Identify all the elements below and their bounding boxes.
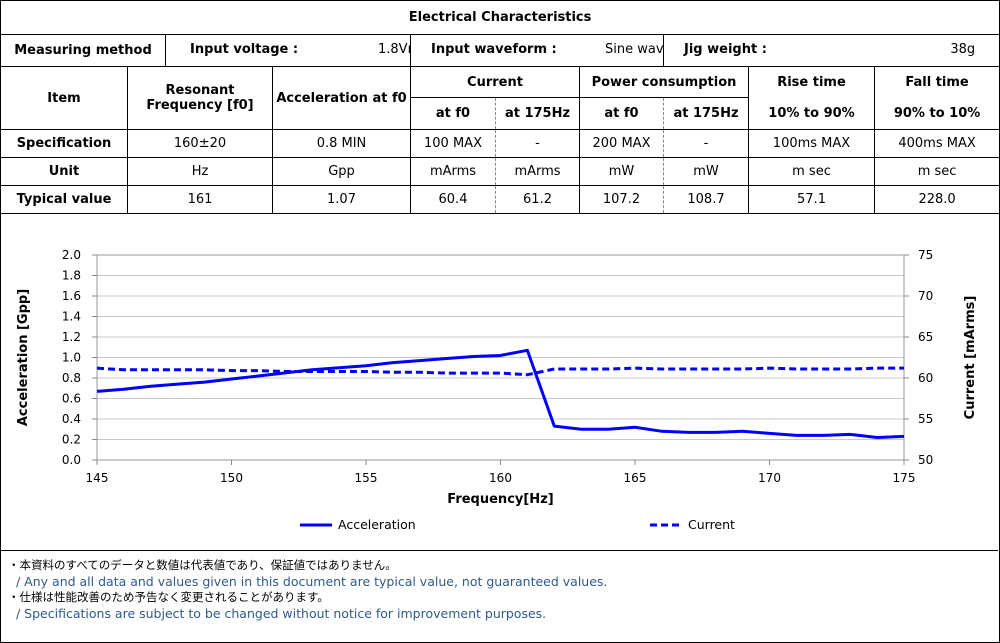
y-tick-label: 0.6 (62, 392, 81, 406)
y-tick-label: 0.0 (62, 453, 81, 467)
y2-axis-title: Current [mArms] (963, 296, 978, 420)
header-rise-range: 10% to 90% (748, 97, 875, 130)
x-tick-label: 175 (893, 471, 916, 485)
legend-label-acceleration: Acceleration (338, 517, 416, 532)
header-power-at-175hz: at 175Hz (663, 97, 749, 130)
y2-tick-label: 50 (918, 453, 933, 467)
series-line-acceleration (96, 348, 905, 439)
x-tick-label: 170 (758, 471, 781, 485)
input-waveform-cell: Input waveform : Sine wave (410, 34, 664, 67)
table-title: Electrical Characteristics (0, 0, 1000, 35)
cell-current-f0: 100 MAX (410, 129, 496, 158)
x-tick-label: 145 (86, 471, 109, 485)
cell-power-175: 108.7 (663, 185, 749, 214)
input-voltage-label: Input voltage : (190, 42, 299, 57)
y2-tick-label: 75 (918, 248, 933, 262)
y2-tick-label: 70 (918, 289, 933, 303)
header-acceleration: Acceleration at f0 (272, 66, 411, 130)
y-axis-title: Acceleration [Gpp] (16, 289, 31, 426)
cell-fall-time: 400ms MAX (873, 129, 1000, 158)
header-current-at-f0: at f0 (410, 97, 496, 130)
electrical-characteristics-table: Electrical Characteristics Measuring met… (0, 0, 1000, 214)
x-tick-label: 155 (355, 471, 378, 485)
cell-fall-time: m sec (873, 157, 1000, 186)
plot-area (96, 254, 905, 461)
header-power-at-f0: at f0 (579, 97, 664, 130)
note-jp-1: ・本資料のすべてのデータと数値は代表値であり、保証値ではありません。 (8, 558, 397, 572)
cell-rise-time: m sec (748, 157, 875, 186)
jig-weight-label: Jig weight : (684, 42, 767, 57)
y2-tick-label: 60 (918, 371, 933, 385)
table-row-specification: Specification 160±20 0.8 MIN 100 MAX - 2… (0, 129, 1000, 158)
jig-weight-cell: Jig weight : 38g (662, 34, 1000, 67)
cell-power-f0: 200 MAX (579, 129, 664, 158)
header-current-at-175hz: at 175Hz (495, 97, 580, 130)
y2-tick-label: 55 (918, 412, 933, 426)
header-fall-range: 90% to 10% (873, 97, 1000, 130)
x-tick-label: 165 (624, 471, 647, 485)
table-row-typical-value: Typical value 161 1.07 60.4 61.2 107.2 1… (0, 185, 1000, 214)
cell-resonant-frequency: 160±20 (127, 129, 273, 158)
note-en-1: / Any and all data and values given in t… (16, 574, 608, 589)
cell-current-175: 61.2 (495, 185, 580, 214)
x-axis-title: Frequency[Hz] (447, 492, 553, 507)
y-tick-label: 2.0 (62, 248, 81, 262)
input-waveform-value: Sine wave (605, 42, 664, 57)
header-rise-time: Rise time (748, 66, 875, 98)
cell-fall-time: 228.0 (873, 185, 1000, 214)
y-tick-label: 1.6 (62, 289, 81, 303)
y2-tick-label: 65 (918, 330, 933, 344)
header-fall-time: Fall time (873, 66, 1000, 98)
x-tick-label: 150 (220, 471, 243, 485)
cell-rise-time: 100ms MAX (748, 129, 875, 158)
notes-section: ・本資料のすべてのデータと数値は代表値であり、保証値ではありません。 / Any… (0, 550, 998, 642)
header-item: Item (0, 66, 128, 130)
legend-label-current: Current (688, 517, 735, 532)
frequency-response-chart: 0.0 0.2 0.4 0.6 0.8 1.0 1.2 1.4 1.6 1.8 2.0 50 55 60 6… (16, 248, 978, 532)
measuring-method-label: Measuring method (0, 34, 166, 67)
cell-acceleration: 0.8 MIN (272, 129, 411, 158)
y-tick-label: 0.2 (62, 433, 81, 447)
cell-rise-time: 57.1 (748, 185, 875, 214)
note-jp-2: ・仕様は性能改善のため予告なく変更されることがあります。 (8, 590, 329, 604)
y-tick-label: 1.4 (62, 310, 81, 324)
row-label: Typical value (0, 185, 128, 214)
y-tick-label: 1.2 (62, 330, 81, 344)
cell-current-f0: 60.4 (410, 185, 496, 214)
header-power-consumption: Power consumption (579, 66, 749, 98)
header-current: Current (410, 66, 580, 98)
input-waveform-label: Input waveform : (431, 42, 557, 57)
cell-resonant-frequency: 161 (127, 185, 273, 214)
cell-current-175: - (495, 129, 580, 158)
row-label: Specification (0, 129, 128, 158)
row-label: Unit (0, 157, 128, 186)
header-resonant-frequency: Resonant Frequency [f0] (127, 66, 273, 130)
cell-power-175: - (663, 129, 749, 158)
input-voltage-value: 1.8Vrms (378, 42, 410, 57)
series-line-current (96, 366, 904, 377)
cell-acceleration: 1.07 (272, 185, 411, 214)
cell-power-f0: 107.2 (579, 185, 664, 214)
table-row-unit: Unit Hz Gpp mArms mArms mW mW m sec m se… (0, 157, 1000, 186)
cell-power-175: mW (663, 157, 749, 186)
y-tick-label: 1.0 (62, 351, 81, 365)
y-tick-label: 0.8 (62, 371, 81, 385)
input-voltage-cell: Input voltage : 1.8Vrms (165, 34, 411, 67)
cell-power-f0: mW (579, 157, 664, 186)
note-en-2: / Specifications are subject to be chang… (16, 606, 547, 621)
y-tick-label: 0.4 (62, 412, 81, 426)
cell-acceleration: Gpp (272, 157, 411, 186)
cell-resonant-frequency: Hz (127, 157, 273, 186)
x-tick-label: 160 (489, 471, 512, 485)
cell-current-175: mArms (495, 157, 580, 186)
cell-current-f0: mArms (410, 157, 496, 186)
y-tick-label: 1.8 (62, 269, 81, 283)
jig-weight-value: 38g (950, 42, 976, 57)
